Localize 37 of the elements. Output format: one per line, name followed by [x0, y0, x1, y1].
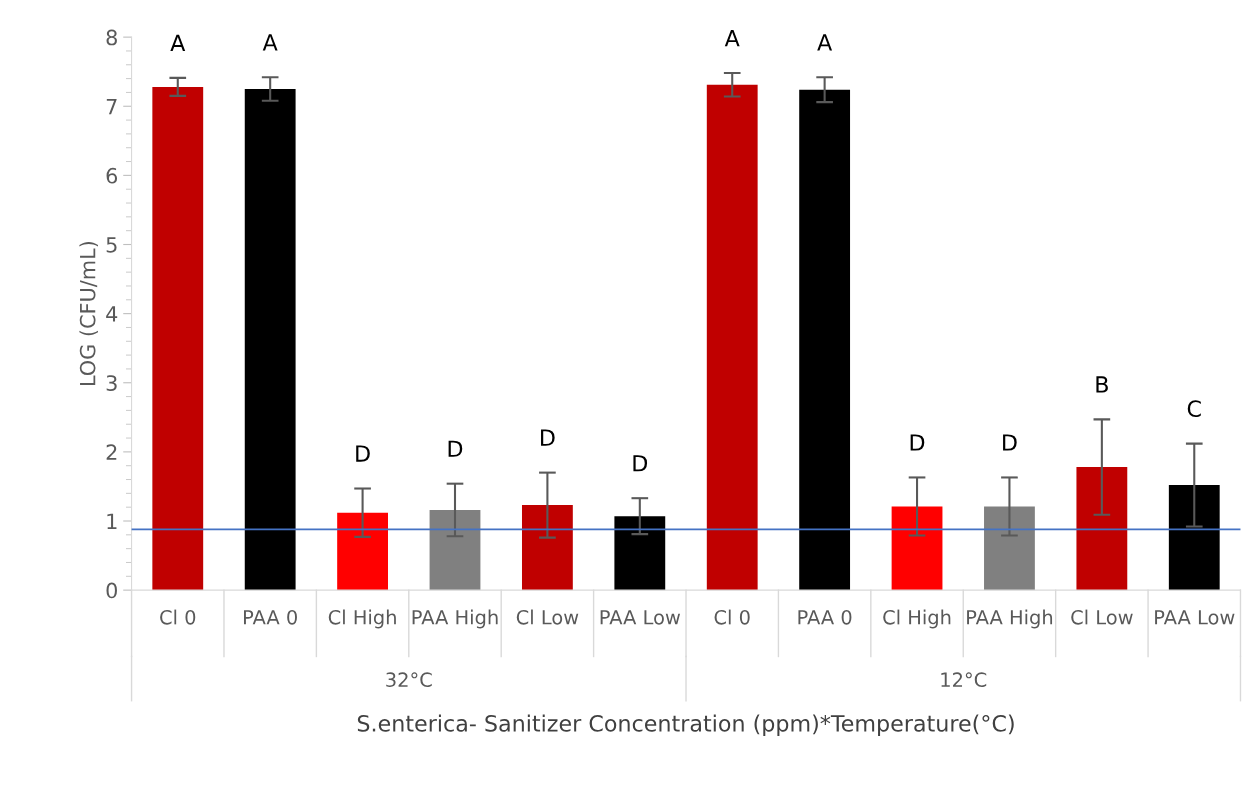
annotation: C — [1187, 400, 1201, 418]
annotation: B — [1096, 376, 1108, 393]
y-tick-label: 5 — [106, 237, 117, 253]
x-tick-label: PAA 0 — [244, 609, 297, 625]
x-tick-label: PAA Low — [600, 610, 681, 625]
annotation: D — [356, 445, 370, 462]
text: 12°C — [941, 672, 987, 688]
x-tick-label: PAA High — [412, 609, 498, 629]
annotation: D — [1003, 434, 1017, 451]
y-axis-title: LOG (CFU/mL) — [79, 241, 98, 386]
x-tick-label: PAA Low — [1155, 610, 1235, 625]
annotation: A — [817, 34, 833, 51]
y-tick-label: 7 — [106, 98, 117, 115]
x-axis-title: S.enterica- Sanitizer Concentration (ppm)*Temperature(°C) — [357, 714, 1014, 737]
annotation: D — [633, 455, 648, 472]
annotation: D — [541, 429, 555, 446]
annotation: A — [262, 34, 278, 51]
y-tick-label: 4 — [106, 306, 118, 322]
y-tick-label: 0 — [106, 582, 117, 599]
x-tick-label: Cl 0 — [714, 609, 750, 625]
annotation: A — [724, 30, 740, 47]
y-tick-label: 3 — [106, 375, 117, 391]
x-tick-label: PAA 0 — [798, 609, 852, 625]
annotation: A — [170, 34, 186, 52]
x-tick-label: Cl High — [328, 609, 396, 629]
y-tick-label: 2 — [106, 444, 117, 460]
x-tick-label: Cl Low — [516, 609, 579, 625]
text: 32°C — [386, 672, 432, 688]
x-tick-label: Cl High — [883, 609, 951, 629]
x-tick-label: PAA High — [967, 609, 1053, 629]
annotation: D — [910, 434, 925, 451]
x-tick-label: Cl 0 — [160, 609, 196, 625]
y-tick-label: 1 — [107, 513, 117, 529]
x-tick-label: Cl Low — [1071, 609, 1133, 625]
annotation: D — [448, 440, 463, 457]
y-tick-label: 8 — [106, 29, 117, 46]
y-tick-label: 6 — [106, 167, 118, 184]
